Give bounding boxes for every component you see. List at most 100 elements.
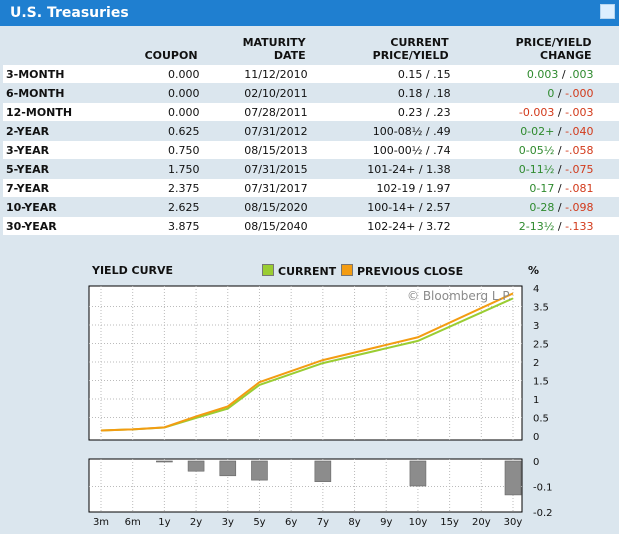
y-tick-label: 0.5 <box>533 414 549 425</box>
x-tick-label: 6m <box>125 517 141 528</box>
table-row[interactable]: 3-MONTH 0.000 11/12/2010 0.15 / .15 0.003 / … <box>3 65 619 84</box>
row-label: 2-YEAR <box>3 122 119 141</box>
row-spacer <box>599 198 619 217</box>
change-separator: / <box>554 86 566 100</box>
yield-change: -.081 <box>565 181 594 195</box>
legend-swatch-current <box>262 264 274 276</box>
maturity-cell: 08/15/2020 <box>205 198 314 217</box>
y-tick-label: 0 <box>533 432 539 443</box>
change-cell: 0-11½ / -.075 <box>456 160 600 179</box>
maturity-cell: 08/15/2040 <box>205 217 314 236</box>
price-yield-cell: 100-14+ / 2.57 <box>313 198 457 217</box>
row-spacer <box>599 179 619 198</box>
yield-change: -.133 <box>565 219 594 233</box>
table-row[interactable]: 5-YEAR 1.750 07/31/2015 101-24+ / 1.38 0-11½… <box>3 160 619 179</box>
maturity-cell: 08/15/2013 <box>205 141 314 160</box>
price-yield-cell: 101-24+ / 1.38 <box>313 160 457 179</box>
price-change: 0-28 <box>529 200 555 214</box>
x-tick-label: 3m <box>93 517 109 528</box>
x-tick-label: 6y <box>285 517 297 528</box>
row-spacer <box>599 103 619 122</box>
y-tick-label: 3.5 <box>533 303 549 314</box>
change-cell: 0-17 / -.081 <box>456 179 600 198</box>
row-label: 6-MONTH <box>3 84 119 103</box>
legend-current: CURRENT <box>262 264 336 278</box>
change-separator: / <box>554 124 566 138</box>
table-row[interactable]: 30-YEAR 3.875 08/15/2040 102-24+ / 3.72 2-13… <box>3 217 619 236</box>
maturity-cell: 07/31/2017 <box>205 179 314 198</box>
legend-swatch-previous <box>341 264 353 276</box>
price-change: 0.003 <box>526 67 559 81</box>
legend-previous: PREVIOUS CLOSE <box>341 264 463 278</box>
coupon-cell: 0.000 <box>118 103 206 122</box>
change-cell: 2-13½ / -.133 <box>456 217 600 236</box>
row-label: 7-YEAR <box>3 179 119 198</box>
table-row[interactable]: 3-YEAR 0.750 08/15/2013 100-00½ / .74 0-05½ … <box>3 141 619 160</box>
table-row[interactable]: 7-YEAR 2.375 07/31/2017 102-19 / 1.97 0-17 /… <box>3 179 619 198</box>
x-tick-label: 30y <box>504 517 523 528</box>
yield-change: -.098 <box>565 200 594 214</box>
change-separator: / <box>554 162 566 176</box>
y-tick-label: 3 <box>533 321 539 332</box>
price-change: 0-05½ <box>518 143 555 157</box>
y-tick-label: 4 <box>533 284 539 295</box>
change-cell: 0-02+ / -.040 <box>456 122 600 141</box>
price-yield-cell: 100-00½ / .74 <box>313 141 457 160</box>
yield-change: -.000 <box>565 86 594 100</box>
yield-change: -.003 <box>565 105 594 119</box>
yield-change: -.040 <box>565 124 594 138</box>
x-tick-label: 1y <box>158 517 170 528</box>
change-bar <box>156 460 173 463</box>
row-spacer <box>599 65 619 84</box>
change-cell: 0-28 / -.098 <box>456 198 600 217</box>
row-spacer <box>599 84 619 103</box>
table-row[interactable]: 2-YEAR 0.625 07/31/2012 100-08½ / .49 0-02+ … <box>3 122 619 141</box>
yield-change: -.075 <box>565 162 594 176</box>
series-line-previous <box>100 292 514 432</box>
coupon-cell: 2.375 <box>118 179 206 198</box>
table-body: 3-MONTH 0.000 11/12/2010 0.15 / .15 0.003 / … <box>3 65 619 236</box>
col-maturity: MATURITY DATE <box>242 36 306 62</box>
price-yield-cell: 0.15 / .15 <box>313 65 457 84</box>
row-spacer <box>599 217 619 236</box>
yield-change: .003 <box>569 67 594 81</box>
maturity-cell: 11/12/2010 <box>205 65 314 84</box>
row-label: 12-MONTH <box>3 103 119 122</box>
table-row[interactable]: 6-MONTH 0.000 02/10/2011 0.18 / .18 0 / -.00… <box>3 84 619 103</box>
y-tick-label: 1 <box>533 395 539 406</box>
price-change: 0-17 <box>529 181 555 195</box>
x-tick-label: 5y <box>253 517 265 528</box>
price-yield-cell: 0.23 / .23 <box>313 103 457 122</box>
price-change: -0.003 <box>518 105 555 119</box>
table-row[interactable]: 10-YEAR 2.625 08/15/2020 100-14+ / 2.57 0-28… <box>3 198 619 217</box>
bar-y-tick-label: 0 <box>533 457 539 468</box>
change-bar <box>314 460 332 482</box>
change-bar <box>187 460 205 472</box>
bar-y-tick-label: -0.2 <box>533 508 553 519</box>
x-tick-label: 9y <box>380 517 392 528</box>
change-bar <box>251 460 268 481</box>
price-change: 0 <box>547 86 555 100</box>
yield-curve-chart: 0 0.5 1 1.5 2 2.5 3 3.5 4 0 -0.1 -0.2 3m 6m 1y 2y 3y 5y 6y… <box>88 284 553 528</box>
coupon-cell: 3.875 <box>118 217 206 236</box>
coupon-cell: 0.625 <box>118 122 206 141</box>
window-corner-icon <box>600 4 615 19</box>
main-plot-area <box>88 285 523 441</box>
table-row[interactable]: 12-MONTH 0.000 07/28/2011 0.23 / .23 -0.003 … <box>3 103 619 122</box>
x-tick-label: 20y <box>472 517 491 528</box>
row-label: 3-YEAR <box>3 141 119 160</box>
change-separator: / <box>554 200 566 214</box>
bar-y-tick-label: -0.1 <box>533 483 553 494</box>
x-tick-label: 15y <box>440 517 459 528</box>
price-change: 0-02+ <box>520 124 555 138</box>
coupon-cell: 0.000 <box>118 65 206 84</box>
y-unit-label: % <box>528 264 540 277</box>
change-cell: 0-05½ / -.058 <box>456 141 600 160</box>
change-separator: / <box>558 67 570 81</box>
bloomberg-watermark: © Bloomberg L.P. <box>407 289 512 303</box>
col-price: CURRENT PRICE/YIELD <box>372 36 449 62</box>
col-coupon: COUPON <box>144 49 198 62</box>
x-tick-label: 7y <box>317 517 329 528</box>
coupon-cell: 0.750 <box>118 141 206 160</box>
change-bar <box>504 460 522 496</box>
